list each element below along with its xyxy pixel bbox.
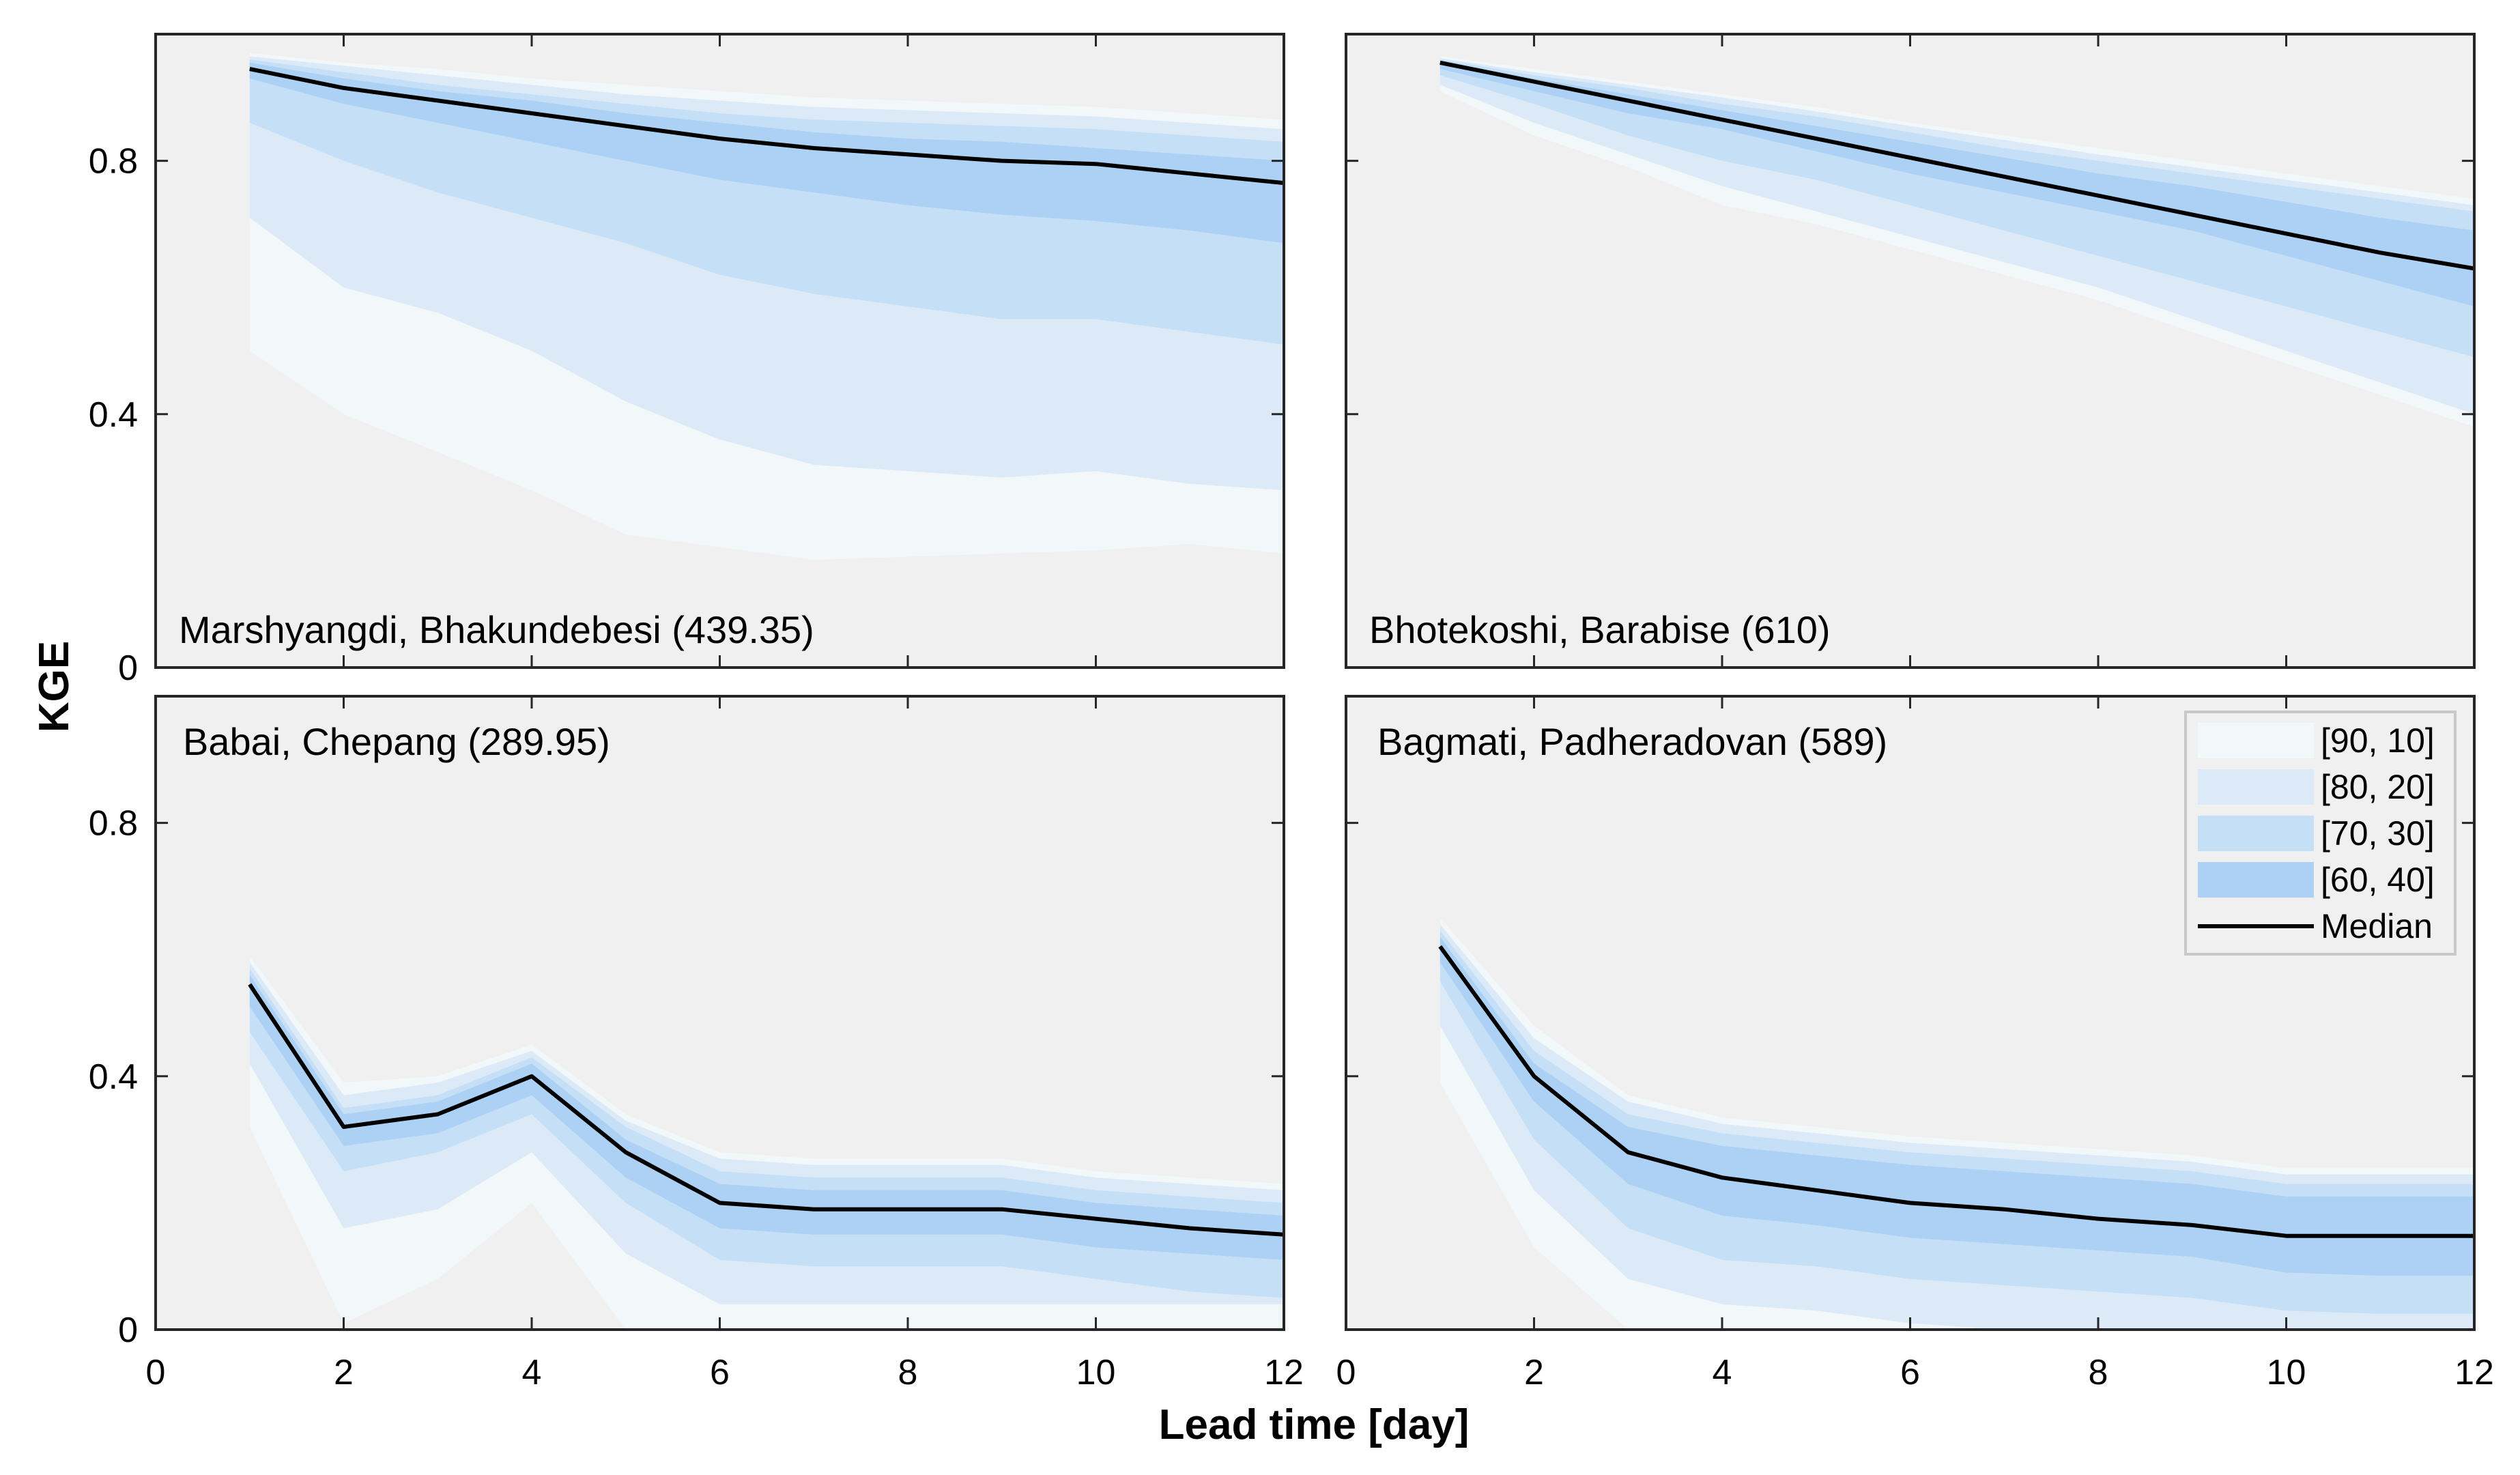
legend-swatch-band3 xyxy=(2198,862,2314,898)
legend-swatch-band2 xyxy=(2198,816,2314,851)
legend-label-band0: [90, 10] xyxy=(2321,721,2435,760)
y-tick-label: 0.4 xyxy=(89,395,138,435)
y-tick-label: 0 xyxy=(118,648,138,688)
panel-title: Babai, Chepang (289.95) xyxy=(183,720,610,763)
panel-title: Bhotekoshi, Barabise (610) xyxy=(1369,608,1831,651)
median-line xyxy=(248,983,1285,1237)
band-60-40 xyxy=(1440,936,2474,1276)
x-tick-label: 12 xyxy=(2454,1353,2494,1392)
median-line xyxy=(1438,945,2474,1238)
y-axis-title: KGE xyxy=(31,641,78,732)
x-tick-label: 0 xyxy=(146,1353,166,1392)
band-60-40 xyxy=(1440,61,2474,306)
panel-bottom-left: 0 0.4 0.8 0 2 4 6 8 10 12 Babai, Chepang (289.95) xyxy=(89,695,1304,1392)
legend: [90, 10] [80, 20] [70, 30] [60, 40] Median xyxy=(2184,711,2457,956)
legend-label-band1: [80, 20] xyxy=(2321,768,2435,806)
x-tick-label: 0 xyxy=(1336,1353,1356,1392)
x-tick-label: 6 xyxy=(710,1353,730,1392)
legend-label-median: Median xyxy=(2321,907,2433,945)
band-60-40 xyxy=(249,975,1284,1260)
panel-title: Marshyangdi, Bhakundebesi (439.35) xyxy=(179,608,814,651)
panel-top-right: Bhotekoshi, Barabise (610) xyxy=(1345,33,2476,669)
x-tick-label: 6 xyxy=(1900,1353,1920,1392)
x-tick-label: 2 xyxy=(334,1353,354,1392)
x-tick-label: 8 xyxy=(2089,1353,2108,1392)
x-tick-label: 2 xyxy=(1524,1353,1544,1392)
y-tick-label: 0.8 xyxy=(89,142,138,182)
legend-swatch-band0 xyxy=(2198,723,2314,758)
legend-label-band3: [60, 40] xyxy=(2321,861,2435,899)
median-line xyxy=(249,67,1285,186)
x-tick-label: 12 xyxy=(1264,1353,1304,1392)
legend-swatch-band1 xyxy=(2198,769,2314,805)
x-tick-label: 10 xyxy=(2267,1353,2306,1392)
x-axis-title: Lead time [day] xyxy=(1159,1401,1470,1448)
panel-bottom-right: 0 2 4 6 8 10 12 Bagmati, Padheradovan (589) xyxy=(1336,695,2494,1392)
band-70-30 xyxy=(1440,59,2474,358)
panels: 0 0.4 0.8 Marshyangdi, Bhakundebesi (439.35… xyxy=(89,33,2494,1392)
y-tick-label: 0.4 xyxy=(89,1057,138,1097)
median-line xyxy=(1440,60,2475,271)
y-tick-label: 0 xyxy=(118,1311,138,1350)
x-tick-label: 4 xyxy=(1713,1353,1732,1392)
panel-top-left: 0 0.4 0.8 Marshyangdi, Bhakundebesi (439.35… xyxy=(89,33,1285,688)
x-tick-label: 10 xyxy=(1076,1353,1116,1392)
legend-label-band2: [70, 30] xyxy=(2321,814,2435,853)
band-60-40 xyxy=(249,62,1284,244)
x-tick-label: 8 xyxy=(898,1353,918,1392)
panel-title: Bagmati, Padheradovan (589) xyxy=(1377,720,1887,763)
x-tick-label: 4 xyxy=(522,1353,542,1392)
y-tick-label: 0.8 xyxy=(89,804,138,844)
